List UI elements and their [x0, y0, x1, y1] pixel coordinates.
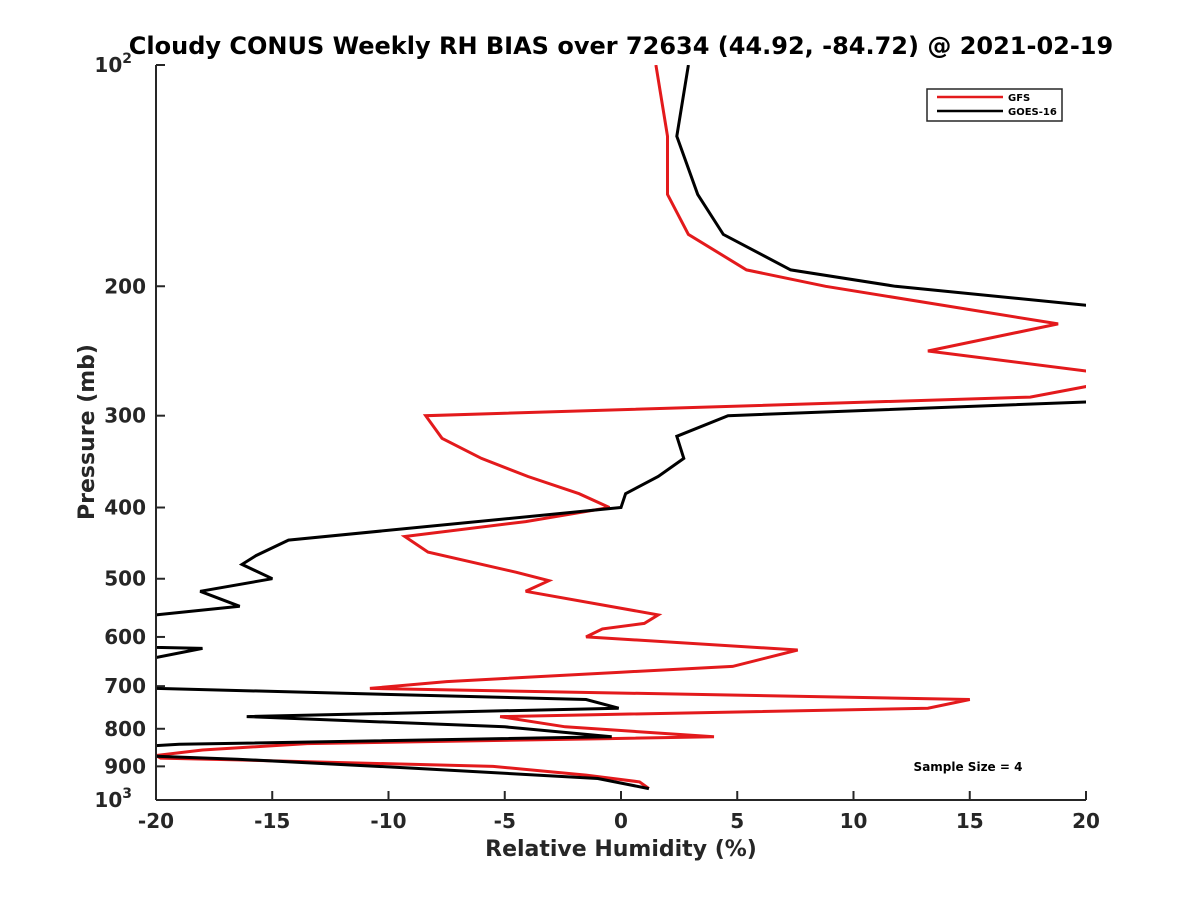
y-tick-exponent: 3: [122, 786, 132, 802]
x-tick-label: -20: [138, 809, 174, 833]
x-tick-label: -10: [370, 809, 406, 833]
plot-frame: [156, 65, 1086, 800]
series-layer: [156, 65, 1086, 791]
legend: GFS GOES-16: [926, 88, 1063, 122]
sample-size-annotation: Sample Size = 4: [914, 760, 1023, 774]
legend-label-gfs: GFS: [1008, 93, 1030, 104]
x-tick-label: 20: [1072, 809, 1100, 833]
series-line-goes16: [156, 65, 1086, 791]
y-tick-label: 103: [94, 786, 132, 812]
y-ticks: 102 200 300 400 500 600 700 800 900 103: [94, 51, 165, 812]
x-ticks: -20 -15 -10 -5 0 5 10 15 20: [138, 791, 1100, 833]
x-tick-label: -5: [494, 809, 516, 833]
x-tick-label: 0: [614, 809, 628, 833]
x-axis-label: Relative Humidity (%): [485, 837, 757, 862]
y-tick-label: 102: [94, 51, 132, 77]
x-tick-label: 15: [956, 809, 984, 833]
chart-title: Cloudy CONUS Weekly RH BIAS over 72634 (…: [129, 32, 1113, 60]
y-tick-exponent: 2: [122, 51, 132, 67]
y-tick-label: 400: [104, 496, 146, 520]
x-tick-label: 10: [840, 809, 868, 833]
y-tick-label: 500: [104, 567, 146, 591]
y-tick-label: 900: [104, 754, 146, 778]
y-tick-label: 800: [104, 717, 146, 741]
legend-label-goes16: GOES-16: [1008, 107, 1057, 118]
x-tick-label: 5: [730, 809, 744, 833]
legend-box: [926, 88, 1063, 122]
y-tick-label: 600: [104, 625, 146, 649]
y-tick-label: 700: [104, 674, 146, 698]
y-tick-label: 200: [104, 274, 146, 298]
series-line-gfs: [156, 65, 1086, 790]
y-tick-label: 300: [104, 404, 146, 428]
y-axis-label: Pressure (mb): [75, 344, 100, 520]
x-tick-label: -15: [254, 809, 290, 833]
